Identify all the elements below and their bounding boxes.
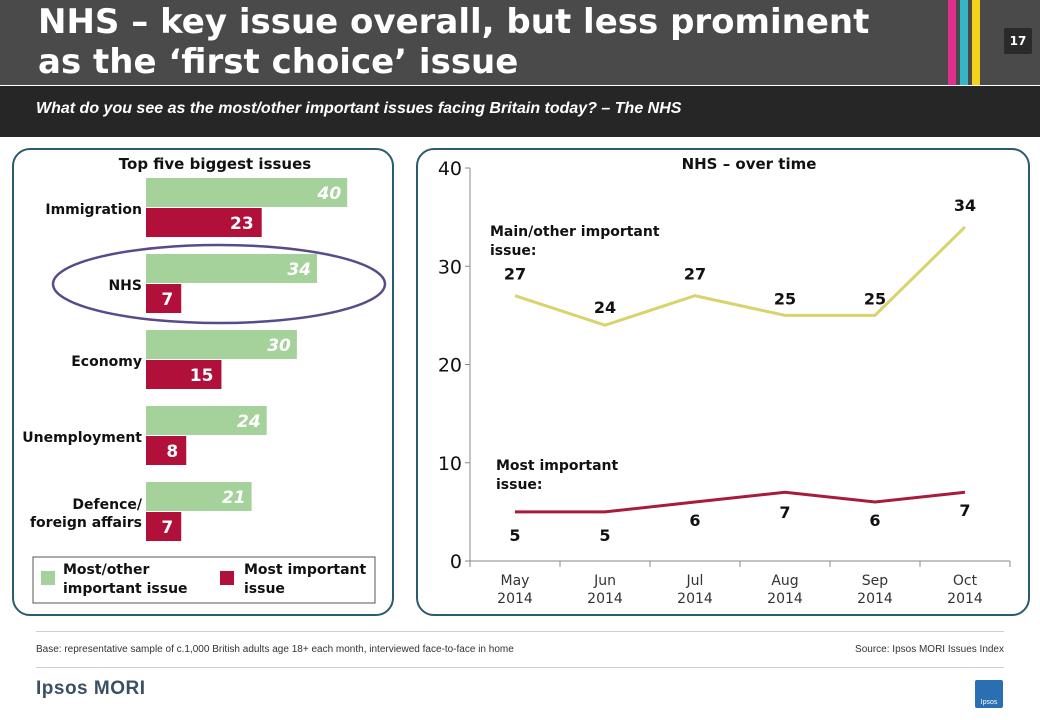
bar-most-other: [146, 406, 267, 435]
category-label: NHS: [108, 278, 142, 294]
bar-most-other: [146, 330, 297, 359]
category-label: Unemployment: [22, 430, 142, 446]
accent-stripe-yellow: [972, 0, 980, 85]
page-title-line2: as the ‘first choice’ issue: [38, 42, 519, 82]
bar-label-most-other: 30: [267, 336, 291, 356]
category-label: Defence/: [72, 497, 142, 513]
legend-green-label-line1: Most/other: [63, 562, 149, 578]
title-bar: NHS – key issue overall, but less promin…: [0, 0, 1040, 85]
bar-most-other: [146, 482, 252, 511]
bar-most-important: [146, 512, 182, 541]
legend-green-label-line2: important issue: [63, 581, 188, 597]
subtitle-bar: What do you see as the most/other import…: [0, 86, 1040, 137]
left-chart-title: Top five biggest issues: [119, 155, 311, 173]
bar-label-most-other: 34: [287, 260, 311, 280]
legend-swatch-red: [220, 571, 234, 585]
legend-red-label-line2: issue: [244, 581, 285, 597]
bar-label-most-important: 7: [161, 290, 173, 310]
legend-box: [32, 556, 376, 604]
accent-stripe-cyan: [960, 0, 968, 85]
bar-most-important: [146, 360, 222, 389]
page-title-line1: NHS – key issue overall, but less promin…: [38, 2, 870, 42]
bar-label-most-important: 23: [230, 214, 254, 234]
ipsos-logo-icon: Ipsos: [975, 680, 1003, 708]
footer-divider-top: [36, 631, 1004, 632]
legend-swatch-green: [41, 571, 55, 585]
left-legend: Most/other important issue Most importan…: [32, 556, 376, 604]
footer-source: Source: Ipsos MORI Issues Index: [855, 644, 1004, 655]
bar-most-other: [146, 178, 348, 207]
footer-base-note: Base: representative sample of c.1,000 B…: [36, 644, 514, 655]
page-number: 17: [1004, 28, 1032, 54]
accent-stripe-pink: [948, 0, 956, 85]
highlight-ellipse: [51, 243, 387, 325]
bar-label-most-other: 40: [317, 184, 342, 204]
bar-most-important: [146, 208, 262, 237]
category-label: foreign affairs: [30, 515, 142, 531]
bar-label-most-important: 7: [161, 518, 173, 538]
bar-label-most-important: 8: [166, 442, 178, 462]
category-label: Immigration: [45, 202, 142, 218]
bar-label-most-other: 21: [222, 488, 246, 508]
bar-most-important: [146, 436, 187, 465]
category-label: Economy: [71, 354, 142, 370]
footer-divider-bottom: [36, 667, 1004, 668]
ipsos-mori-logo: Ipsos MORI: [36, 678, 146, 699]
ipsos-logo-text: Ipsos: [980, 699, 998, 706]
legend-red-label-line1: Most important: [244, 562, 366, 578]
bar-label-most-other: 24: [237, 412, 261, 432]
bar-most-other: [146, 254, 318, 283]
bar-label-most-important: 15: [190, 366, 214, 386]
question-subtitle: What do you see as the most/other import…: [36, 100, 682, 117]
bar-most-important: [146, 284, 182, 313]
page-title: NHS – key issue overall, but less promin…: [38, 2, 938, 82]
